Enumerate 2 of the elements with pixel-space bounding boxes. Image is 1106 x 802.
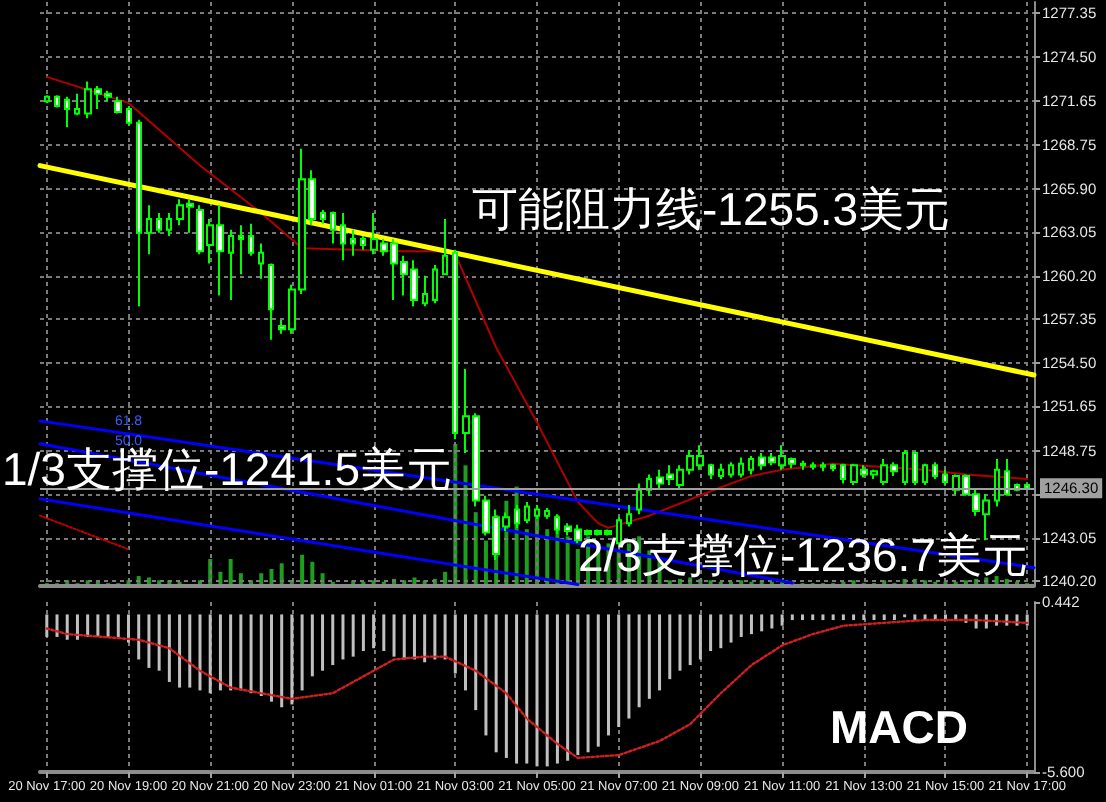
annotation: 可能阻力线-1255.3美元	[472, 183, 951, 235]
annotation: MACD	[830, 701, 968, 753]
